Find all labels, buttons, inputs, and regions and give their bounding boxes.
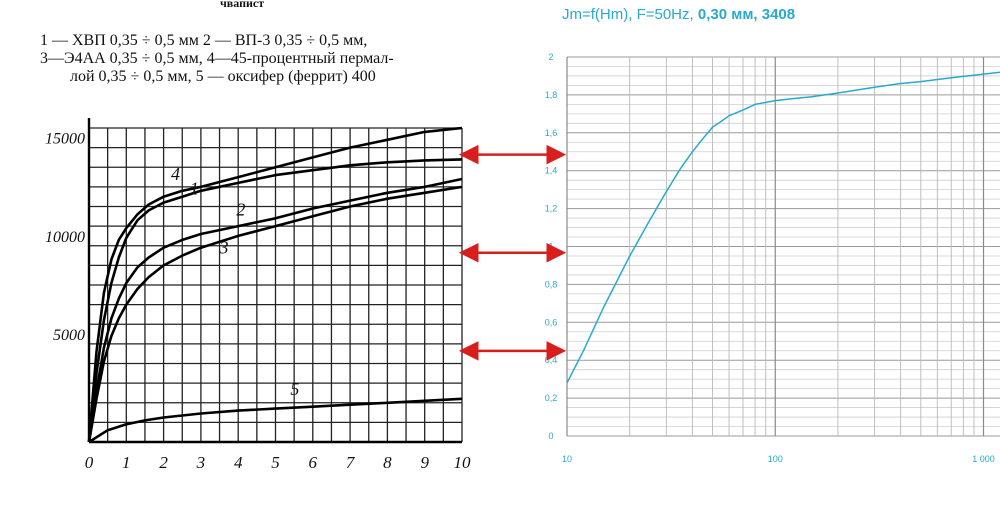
left-x-tick-label: 3	[196, 453, 206, 472]
connector-arrows	[458, 144, 567, 361]
right-chart-title-main: Jm=f(Hm), F=50Hz,	[562, 6, 698, 23]
right-y-tick-label: 1,6	[545, 128, 558, 138]
left-x-tick-label: 9	[420, 453, 429, 472]
double-arrow	[458, 341, 567, 361]
right-chart-title-bold: 0,30 мм, 3408	[697, 6, 796, 23]
double-arrow	[458, 144, 567, 165]
left-x-tick-label: 2	[159, 453, 168, 472]
left-x-tick-label: 8	[383, 453, 392, 472]
left-y-tick-labels: 5000 10000 15000	[45, 131, 85, 344]
left-series-2-label: 2	[236, 199, 245, 219]
legend-header: чвапист	[220, 0, 265, 10]
legend-line-1: 1 — ХВП 0,35 ÷ 0,5 мм 2 — ВП-3 0,35 ÷ 0,…	[40, 32, 368, 49]
left-y-tick-label: 15000	[45, 131, 85, 148]
right-chart-title: Jm=f(Hm), F=50Hz, 0,30 мм, 3408	[562, 6, 795, 23]
left-x-tick-label: 1	[122, 453, 131, 472]
right-y-tick-label: 0,6	[545, 317, 558, 327]
arrow-head-left	[458, 242, 479, 263]
arrow-head-left	[458, 144, 479, 165]
left-series-2-line	[87, 177, 463, 443]
right-y-tick-label: 1,8	[545, 90, 558, 100]
right-y-tick-label: 2	[548, 52, 553, 62]
left-y-tick-label: 5000	[53, 327, 85, 344]
left-series-5-line	[88, 397, 463, 444]
right-series-group	[566, 71, 1000, 384]
right-x-tick-label: 10	[562, 454, 572, 464]
right-y-tick-label: 0,8	[545, 279, 558, 289]
left-x-tick-label: 5	[271, 453, 280, 472]
arrow-head-right	[546, 242, 567, 263]
left-series-group	[87, 126, 463, 444]
left-x-tick-label: 0	[85, 453, 94, 472]
double-arrow	[458, 242, 567, 263]
left-series-1-line	[87, 158, 463, 443]
left-x-tick-label: 7	[346, 453, 356, 472]
left-series-4-line	[87, 126, 463, 443]
legend-line-2: 3—Э4АА 0,35 ÷ 0,5 мм, 4—45-процентный пе…	[40, 50, 394, 67]
left-x-tick-label: 6	[309, 453, 318, 472]
left-series-3-line	[87, 185, 463, 443]
right-y-tick-label: 0	[548, 431, 553, 441]
left-series-1-label: 1	[190, 179, 199, 199]
left-x-tick-labels: 0 1 2 3 4 5 6 7 8 9 10	[85, 453, 471, 472]
arrow-head-left	[458, 341, 479, 361]
left-chart-grid	[88, 127, 463, 443]
right-y-tick-label: 1,2	[545, 204, 558, 214]
left-x-tick-label: 4	[234, 453, 243, 472]
right-y-tick-label: 1,4	[545, 166, 558, 176]
left-series-5-label: 5	[290, 379, 299, 399]
right-y-tick-label: 0,4	[545, 355, 558, 365]
arrow-head-right	[546, 144, 567, 165]
arrow-head-right	[546, 341, 567, 361]
left-chart-axes	[87, 118, 462, 444]
legend-line-3: лой 0,35 ÷ 0,5 мм, 5 — оксифер (феррит) …	[70, 68, 376, 85]
left-series-4-label: 4	[171, 164, 180, 184]
right-x-tick-labels: 10 100 1 000	[562, 454, 995, 464]
left-y-tick-label: 10000	[45, 229, 85, 246]
left-series-3-label: 3	[219, 238, 229, 258]
left-x-tick-label: 10	[454, 453, 472, 472]
right-chart-grid	[566, 56, 1000, 437]
right-series-line	[566, 71, 1000, 384]
right-x-tick-label: 100	[768, 454, 783, 464]
right-y-tick-label: 0,2	[545, 393, 558, 403]
right-x-tick-label: 1 000	[972, 454, 995, 464]
